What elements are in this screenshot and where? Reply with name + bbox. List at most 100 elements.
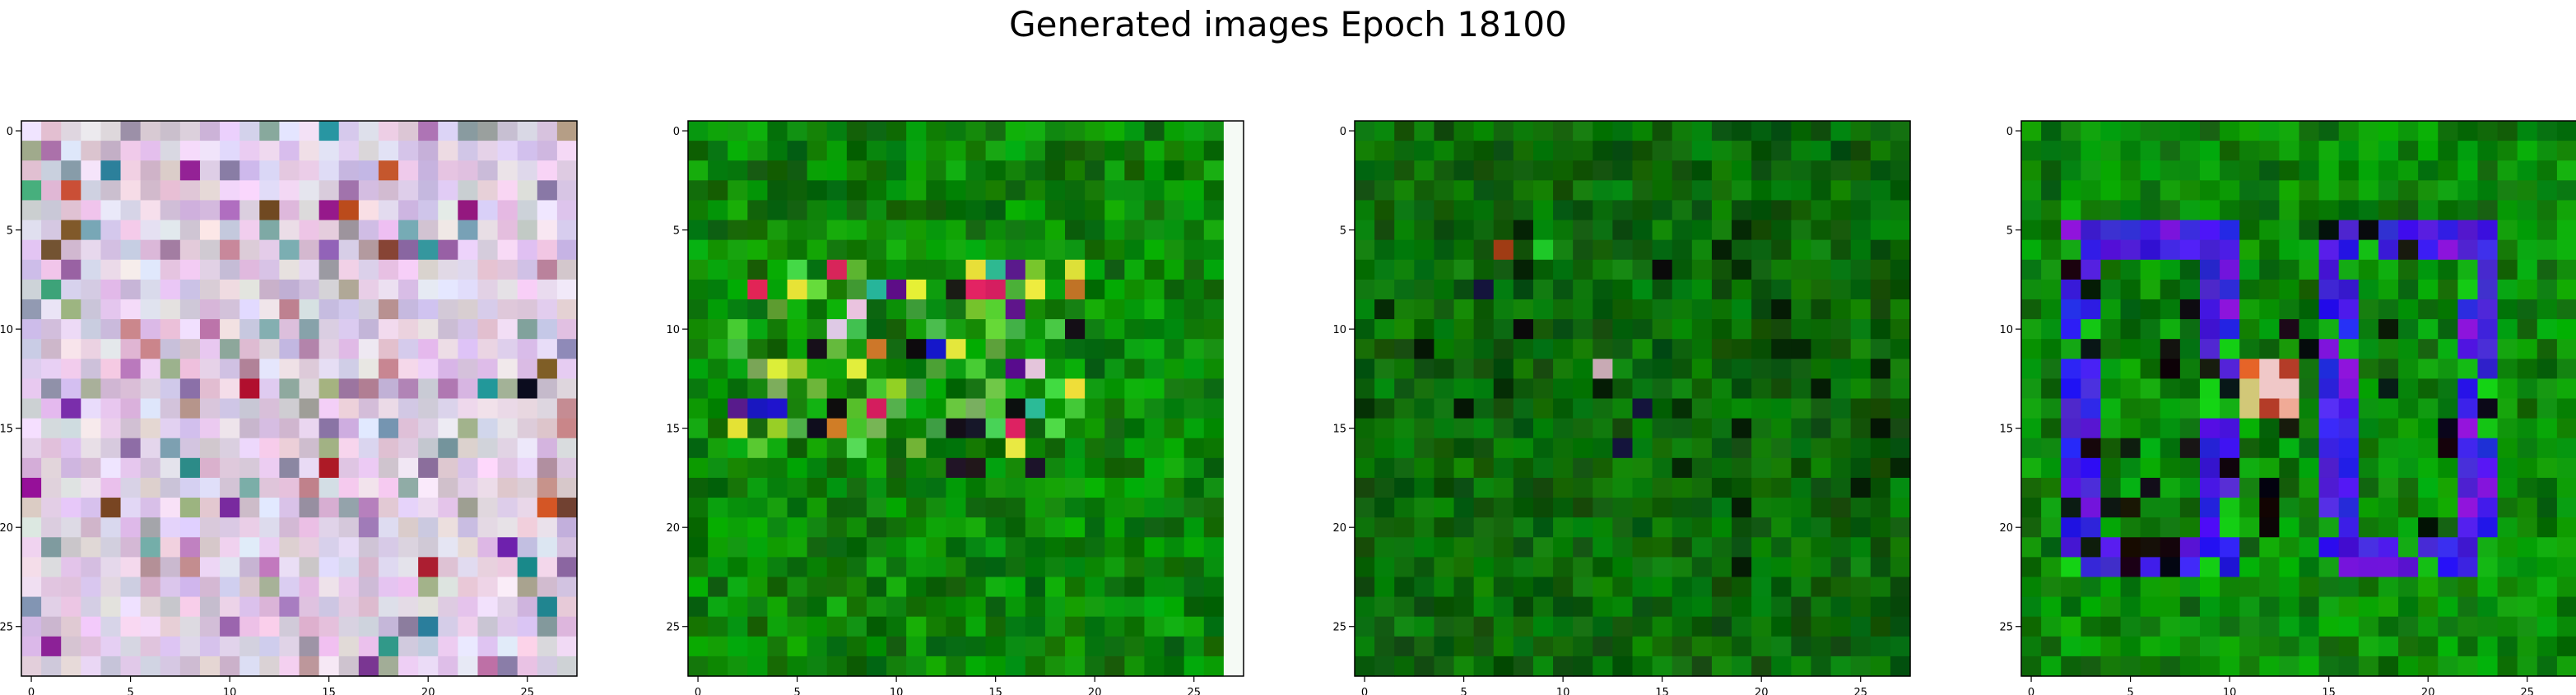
- pixel-cell: [708, 457, 728, 479]
- pixel-cell: [1553, 537, 1574, 558]
- pixel-cell: [1711, 378, 1732, 400]
- pixel-cell: [1355, 498, 1375, 518]
- pixel-cell: [2477, 319, 2499, 340]
- pixel-cell: [708, 498, 728, 518]
- pixel-cell: [2497, 398, 2518, 419]
- pixel-cell: [1044, 180, 1066, 202]
- pixel-cell: [1183, 656, 1205, 677]
- pixel-cell: [1124, 299, 1146, 320]
- pixel-cell: [2398, 537, 2419, 558]
- pixel-cell: [556, 121, 578, 141]
- pixel-cell: [2140, 141, 2161, 161]
- pixel-cell: [1164, 121, 1185, 141]
- pixel-cell: [1890, 498, 1911, 518]
- pixel-cell: [41, 160, 62, 181]
- pixel-cell: [438, 141, 458, 161]
- pixel-cell: [2239, 339, 2260, 359]
- pixel-cell: [1632, 577, 1653, 598]
- pixel-cell: [2556, 418, 2576, 439]
- pixel-cell: [1711, 200, 1732, 221]
- pixel-cell: [2100, 457, 2122, 479]
- pixel-cell: [2477, 418, 2499, 439]
- pixel-cell: [259, 438, 280, 459]
- pixel-cell: [1223, 418, 1244, 439]
- pixel-cell: [1473, 457, 1495, 479]
- pixel-cell: [826, 339, 848, 359]
- pixel-cell: [1374, 537, 1395, 558]
- pixel-cell: [21, 299, 42, 320]
- pixel-cell: [319, 378, 340, 400]
- pixel-cell: [2140, 299, 2161, 320]
- pixel-cell: [2061, 398, 2081, 419]
- pixel-cell: [2318, 477, 2340, 498]
- pixel-cell: [2100, 596, 2122, 618]
- pixel-cell: [41, 557, 62, 578]
- pixel-cell: [946, 477, 967, 498]
- pixel-cell: [220, 359, 240, 379]
- pixel-cell: [517, 180, 538, 202]
- pixel-cell: [1164, 616, 1185, 637]
- pixel-cell: [866, 160, 887, 181]
- pixel-cell: [926, 517, 946, 538]
- pixel-cell: [2120, 517, 2141, 538]
- pixel-cell: [299, 220, 320, 241]
- pixel-cell: [2358, 517, 2379, 538]
- pixel-cell: [2378, 457, 2399, 479]
- pixel-cell: [926, 616, 946, 637]
- pixel-cell: [2120, 378, 2141, 400]
- pixel-cell: [2556, 438, 2576, 459]
- pixel-cell: [438, 279, 458, 300]
- pixel-cell: [866, 656, 887, 677]
- pixel-cell: [807, 299, 828, 320]
- pixel-cell: [1223, 636, 1244, 657]
- pixel-cell: [1085, 498, 1105, 518]
- pixel-cell: [787, 557, 808, 578]
- pixel-cell: [1612, 319, 1634, 340]
- pixel-cell: [2259, 418, 2280, 439]
- pixel-cell: [2120, 220, 2141, 241]
- pixel-cell: [2378, 517, 2399, 538]
- pixel-cell: [2477, 498, 2499, 518]
- pixel-cell: [239, 596, 260, 618]
- pixel-cell: [1513, 557, 1534, 578]
- pixel-cell: [319, 160, 340, 181]
- y-tick-label: 25: [1332, 622, 1346, 634]
- pixel-cell: [1870, 180, 1891, 202]
- pixel-cell: [1573, 636, 1593, 657]
- pixel-cell: [279, 616, 300, 637]
- pixel-cell: [787, 359, 808, 379]
- pixel-cell: [1374, 557, 1395, 578]
- pixel-cell: [2100, 359, 2122, 379]
- pixel-cell: [1025, 121, 1046, 141]
- pixel-cell: [1612, 477, 1634, 498]
- pixel-cell: [438, 418, 458, 439]
- pixel-cell: [458, 239, 479, 261]
- pixel-cell: [1532, 220, 1554, 241]
- pixel-cell: [767, 220, 788, 241]
- pixel-cell: [21, 141, 42, 161]
- pixel-cell: [1830, 160, 1852, 181]
- pixel-cell: [537, 557, 558, 578]
- pixel-cell: [2299, 438, 2320, 459]
- pixel-cell: [378, 616, 399, 637]
- pixel-cell: [1453, 299, 1475, 320]
- pixel-cell: [2457, 220, 2479, 241]
- pixel-cell: [537, 180, 558, 202]
- pixel-cell: [1870, 200, 1891, 221]
- pixel-cell: [2199, 259, 2220, 280]
- pixel-cell: [1830, 557, 1852, 578]
- pixel-cell: [1691, 200, 1713, 221]
- pixel-cell: [140, 339, 161, 359]
- pixel-cell: [2179, 121, 2201, 141]
- pixel-cell: [846, 398, 867, 419]
- pixel-cell: [1870, 239, 1891, 261]
- pixel-cell: [477, 239, 499, 261]
- pixel-cell: [2279, 438, 2300, 459]
- pixel-cell: [2338, 398, 2360, 419]
- pixel-cell: [2140, 577, 2161, 598]
- pixel-cell: [787, 577, 808, 598]
- pixel-cell: [1203, 537, 1225, 558]
- pixel-cell: [259, 180, 280, 202]
- pixel-cell: [2556, 259, 2576, 280]
- pixel-cell: [319, 498, 340, 518]
